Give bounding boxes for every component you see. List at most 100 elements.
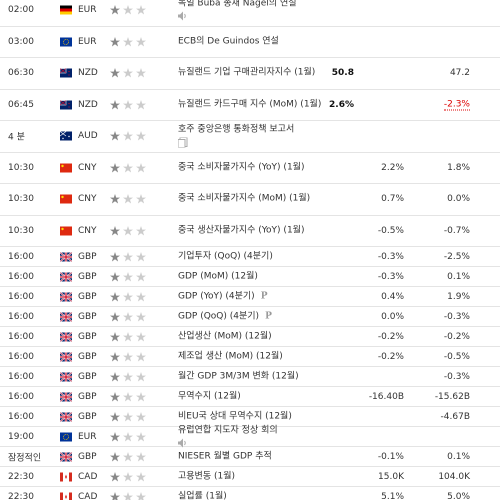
- calendar-row: 16:00 GBP 제조업 생산 (MoM) (12월) -0.2% -0.5%: [0, 347, 500, 367]
- flag: [60, 5, 72, 15]
- previous-value: 0.1%: [447, 451, 470, 462]
- time: 16:00: [8, 371, 34, 382]
- event-name: 독일 Buba 총재 Nagel의 연설: [178, 0, 297, 9]
- previous-value: 1.9%: [447, 291, 470, 302]
- previous-value: 0.1%: [447, 271, 470, 282]
- currency: GBP: [78, 351, 97, 362]
- previous-value: -15.62B: [434, 391, 470, 402]
- time: 16:00: [8, 251, 34, 262]
- calendar-row: 16:00 GBP 기업투자 (QoQ) (4분기) -0.3% -2.5%: [0, 247, 500, 267]
- currency: CAD: [78, 471, 98, 482]
- calendar-row: 06:45 NZD 뉴질랜드 카드구매 지수 (MoM) (1월) 2.6% -2.3%: [0, 90, 500, 121]
- event-name: 산업생산 (MoM) (12월): [178, 331, 272, 341]
- importance-stars: [110, 471, 146, 481]
- calendar-row: 10:30 CNY 중국 소비자물가지수 (MoM) (1월) 0.7% 0.0%: [0, 184, 500, 216]
- event-icon: [178, 438, 186, 447]
- calendar-row: 16:00 GBP GDP (MoM) (12월) -0.3% 0.1%: [0, 267, 500, 287]
- flag: [60, 392, 72, 401]
- event: 호주 중앙은행 통화정책 보고서: [178, 125, 338, 148]
- event-name: 제조업 생산 (MoM) (12월): [178, 351, 283, 361]
- forecast-value: 5.1%: [381, 491, 404, 500]
- currency: CNY: [78, 225, 97, 236]
- event-name: 고용변동 (1월): [178, 471, 236, 481]
- forecast-value: -0.2%: [377, 331, 404, 342]
- forecast-value: -0.1%: [377, 451, 404, 462]
- previous-value: 1.8%: [447, 162, 470, 173]
- importance-stars: [110, 411, 146, 421]
- event-icon: [178, 137, 188, 148]
- flag: [60, 37, 72, 47]
- flag: [60, 272, 72, 281]
- event-name: 비EU국 상대 무역수지 (12월): [178, 411, 292, 421]
- time: 19:00: [8, 431, 34, 442]
- time: 16:00: [8, 331, 34, 342]
- event: NIESER 월별 GDP 추적: [178, 451, 338, 462]
- flag: [60, 452, 72, 461]
- importance-stars: [110, 5, 146, 15]
- event-name: 무역수지 (12월): [178, 391, 241, 401]
- calendar-row: 03:00 EUR ECB의 De Guindos 연설: [0, 27, 500, 58]
- forecast-value: 2.2%: [381, 162, 404, 173]
- importance-stars: [110, 291, 146, 301]
- currency: GBP: [78, 391, 97, 402]
- previous-value: 104.0K: [438, 471, 470, 482]
- importance-stars: [110, 311, 146, 321]
- event: 제조업 생산 (MoM) (12월): [178, 351, 338, 362]
- flag: [60, 432, 72, 441]
- forecast-value: 0.4%: [381, 291, 404, 302]
- currency: CNY: [78, 194, 97, 205]
- previous-value: -0.5%: [443, 351, 470, 362]
- currency: CNY: [78, 162, 97, 173]
- previous-value: 47.2: [449, 68, 470, 79]
- calendar-row: 16:00 GBP GDP (YoY) (4분기) P 0.4% 1.9%: [0, 287, 500, 307]
- importance-stars: [110, 391, 146, 401]
- currency: AUD: [78, 131, 98, 142]
- event-name: GDP (MoM) (12월): [178, 271, 258, 281]
- importance-stars: [110, 225, 146, 236]
- time: 22:30: [8, 491, 34, 500]
- event: 실업률 (1월): [178, 491, 338, 500]
- importance-stars: [110, 371, 146, 381]
- event-name: 중국 소비자물가지수 (YoY) (1월): [178, 162, 305, 173]
- calendar-row: 16:00 GBP 산업생산 (MoM) (12월) -0.2% -0.2%: [0, 327, 500, 347]
- previous-value: -0.7%: [443, 225, 470, 236]
- calendar-row: 22:30 CAD 고용변동 (1월) 15.0K 104.0K: [0, 467, 500, 487]
- event: 월간 GDP 3M/3M 변화 (12월): [178, 371, 338, 382]
- event: 중국 소비자물가지수 (YoY) (1월): [178, 162, 338, 173]
- calendar-row: 10:30 CNY 중국 생산자물가지수 (YoY) (1월) -0.5% -0.7%: [0, 216, 500, 247]
- flag: [60, 352, 72, 361]
- event: 중국 생산자물가지수 (YoY) (1월): [178, 225, 338, 236]
- currency: GBP: [78, 291, 97, 302]
- flag: [60, 472, 72, 481]
- calendar-row: 16:00 GBP GDP (QoQ) (4분기) P 0.0% -0.3%: [0, 307, 500, 327]
- event: ECB의 De Guindos 연설: [178, 36, 338, 47]
- event-name: 중국 생산자물가지수 (YoY) (1월): [178, 225, 305, 236]
- currency: GBP: [78, 331, 97, 342]
- calendar-row: 16:00 GBP 비EU국 상대 무역수지 (12월) -4.67B: [0, 407, 500, 427]
- time: 10:30: [8, 194, 34, 205]
- event: GDP (QoQ) (4분기) P: [178, 311, 338, 322]
- time: 03:00: [8, 36, 34, 47]
- time: 16:00: [8, 351, 34, 362]
- calendar-row: 02:00 EUR 독일 Buba 총재 Nagel의 연설: [0, 0, 500, 27]
- previous-value: 0.0%: [447, 194, 470, 205]
- importance-stars: [110, 131, 146, 141]
- calendar-row: 10:30 CNY 중국 소비자물가지수 (YoY) (1월) 2.2% 1.8%: [0, 153, 500, 184]
- event: 고용변동 (1월): [178, 471, 338, 482]
- forecast-value: 0.7%: [381, 194, 404, 205]
- calendar-row: 16:00 GBP 월간 GDP 3M/3M 변화 (12월) -0.3%: [0, 367, 500, 387]
- currency: GBP: [78, 371, 97, 382]
- currency: GBP: [78, 311, 97, 322]
- flag: [60, 68, 72, 78]
- actual-value: 50.8: [331, 68, 354, 79]
- flag: [60, 412, 72, 421]
- event-name: 뉴질랜드 기업 구매관리자지수 (1월): [178, 67, 316, 78]
- time: 16:00: [8, 391, 34, 402]
- event-icon: [178, 11, 186, 21]
- time: 16:00: [8, 311, 34, 322]
- importance-stars: [110, 431, 146, 441]
- calendar-row: 잠정적인 GBP NIESER 월별 GDP 추적 -0.1% 0.1%: [0, 447, 500, 467]
- event: 중국 소비자물가지수 (MoM) (1월): [178, 194, 338, 205]
- calendar-row: 4 분 AUD 호주 중앙은행 통화정책 보고서: [0, 121, 500, 153]
